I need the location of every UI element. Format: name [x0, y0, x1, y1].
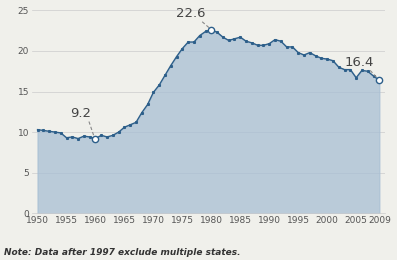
- Text: 22.6: 22.6: [176, 7, 206, 20]
- Text: 16.4: 16.4: [344, 56, 374, 69]
- Text: 9.2: 9.2: [71, 107, 91, 120]
- Text: Note: Data after 1997 exclude multiple states.: Note: Data after 1997 exclude multiple s…: [4, 248, 241, 257]
